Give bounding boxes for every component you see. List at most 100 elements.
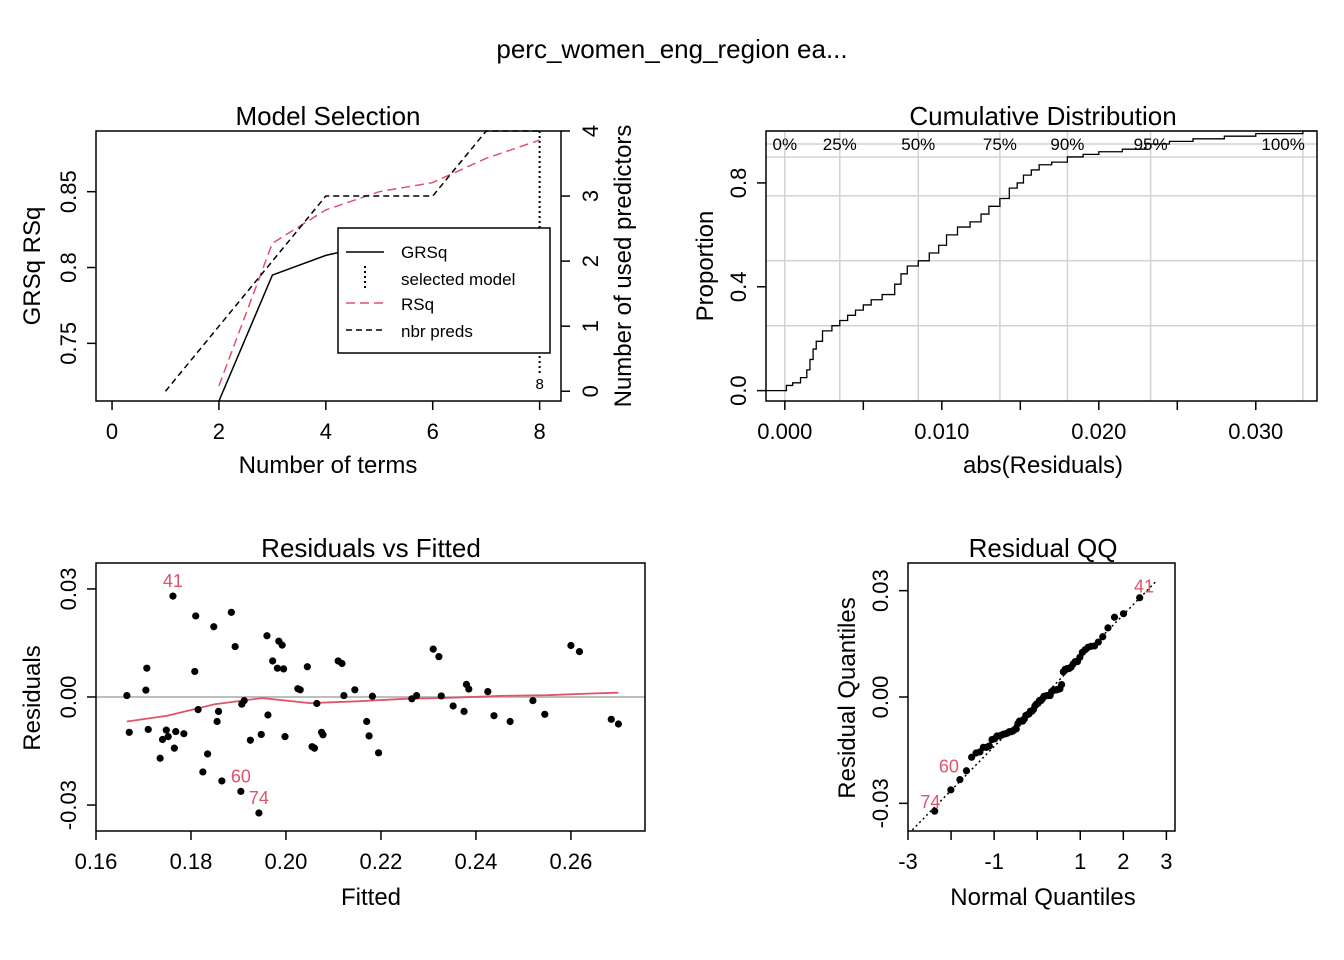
y-tick-label: 0.03 — [56, 568, 81, 611]
x-tick-label: 2 — [1117, 849, 1129, 874]
x-tick-label: -3 — [898, 849, 918, 874]
model-selection-right-axis: 0 1 2 3 4 — [561, 125, 603, 397]
point-label: 74 — [920, 792, 940, 812]
residual-point — [351, 686, 359, 694]
right-tick-label: 4 — [578, 125, 603, 137]
point-label: 41 — [163, 571, 183, 591]
x-tick-label: 6 — [427, 419, 439, 444]
model-selection-x-axis: 0 2 4 6 8 — [106, 401, 546, 444]
qq-y-axis: -0.03 0.00 0.03 — [868, 569, 908, 828]
qq-point — [947, 786, 955, 794]
x-tick-label: 3 — [1160, 849, 1172, 874]
point-label: 60 — [939, 757, 959, 777]
cumdist-ylabel: Proportion — [692, 211, 719, 322]
residual-point — [365, 732, 373, 740]
residual-point — [363, 717, 371, 726]
residual-point — [162, 726, 170, 734]
residual-point — [192, 612, 200, 620]
x-tick-label: 1 — [1074, 849, 1086, 874]
residual-point — [614, 720, 623, 728]
y-tick-label: -0.03 — [868, 778, 893, 828]
cumdist-title: Cumulative Distribution — [909, 101, 1176, 131]
cumdist-curve — [766, 130, 1317, 392]
x-tick-label: 8 — [533, 419, 545, 444]
point-label: 41 — [1134, 576, 1154, 596]
model-selection-plot-frame — [95, 130, 562, 402]
residual-point — [412, 691, 421, 700]
panel-residual-qq: Residual QQ -3 -1 1 2 3 -0.03 0.00 0.03 41 60 74… — [834, 533, 1176, 911]
y-tick-label: -0.03 — [56, 780, 81, 830]
qq-title: Residual QQ — [969, 533, 1118, 563]
residual-point — [158, 735, 167, 744]
point-label: 74 — [249, 788, 269, 808]
residual-point — [213, 717, 221, 726]
residual-point — [506, 717, 514, 726]
x-tick-label: 2 — [213, 419, 225, 444]
residual-point — [164, 733, 172, 741]
qq-point — [1099, 633, 1107, 641]
residual-point — [437, 692, 445, 700]
legend-label-grsq: GRSq — [401, 243, 447, 262]
residual-point — [529, 697, 537, 705]
residual-point — [340, 691, 348, 700]
residual-point — [296, 686, 304, 694]
x-tick-label: 0.000 — [757, 419, 812, 444]
qq-point — [1104, 624, 1112, 632]
page-title: perc_women_eng_region ea... — [496, 34, 847, 64]
residual-point — [214, 707, 223, 716]
residual-point — [125, 728, 133, 736]
residual-point — [218, 777, 226, 785]
residual-point — [374, 749, 383, 757]
cumdist-plot-frame — [765, 130, 1318, 402]
x-tick-label: 0 — [106, 419, 118, 444]
qq-point — [962, 767, 971, 775]
residual-point — [227, 608, 235, 616]
cumdist-xlabel: abs(Residuals) — [963, 452, 1123, 479]
legend-label-nbr-preds: nbr preds — [401, 322, 473, 341]
residual-point — [240, 697, 248, 705]
panel-cumulative-distribution: Cumulative Distribution 0.000 0.010 0.020 0… — [692, 101, 1318, 479]
series-line-rsq — [218, 139, 540, 387]
qq-point — [1110, 613, 1119, 621]
residual-point — [278, 641, 286, 649]
residual-point — [319, 731, 327, 739]
residual-point — [607, 715, 615, 723]
x-tick-label: 0.010 — [914, 419, 969, 444]
residual-point — [567, 641, 575, 650]
y-tick-label: 0.85 — [56, 170, 81, 213]
selected-model-label: 8 — [535, 376, 543, 393]
resfit-title: Residuals vs Fitted — [261, 533, 481, 563]
qq-xlabel: Normal Quantiles — [950, 884, 1135, 911]
residual-point — [246, 736, 254, 744]
residual-point — [263, 632, 271, 640]
x-tick-label: 0.26 — [549, 849, 592, 874]
residual-point — [269, 657, 277, 665]
qq-points — [931, 594, 1144, 815]
residual-point — [465, 685, 473, 693]
legend-box — [337, 227, 551, 354]
residual-point — [180, 730, 188, 738]
residual-point — [191, 667, 199, 676]
y-tick-label: 0.4 — [726, 271, 751, 302]
model-selection-title: Model Selection — [236, 101, 421, 131]
quantile-label: 75% — [983, 135, 1017, 154]
model-selection-ylabel: GRSq RSq — [19, 207, 46, 326]
qq-point — [1119, 610, 1128, 618]
x-tick-label: 0.020 — [1071, 419, 1126, 444]
legend-label-selected-model: selected model — [401, 270, 515, 289]
model-selection-xlabel: Number of terms — [239, 452, 418, 479]
residual-point — [199, 768, 207, 776]
y-tick-label: 0.8 — [726, 168, 751, 199]
residual-point — [313, 699, 321, 708]
right-tick-label: 3 — [578, 190, 603, 202]
point-label: 60 — [231, 766, 251, 786]
model-selection-y-axis: 0.75 0.8 0.85 — [56, 170, 96, 365]
qq-point — [1094, 638, 1102, 646]
x-tick-label: -1 — [984, 849, 1004, 874]
residual-point — [169, 592, 177, 600]
qq-point — [1136, 594, 1144, 602]
residual-point — [303, 663, 311, 671]
